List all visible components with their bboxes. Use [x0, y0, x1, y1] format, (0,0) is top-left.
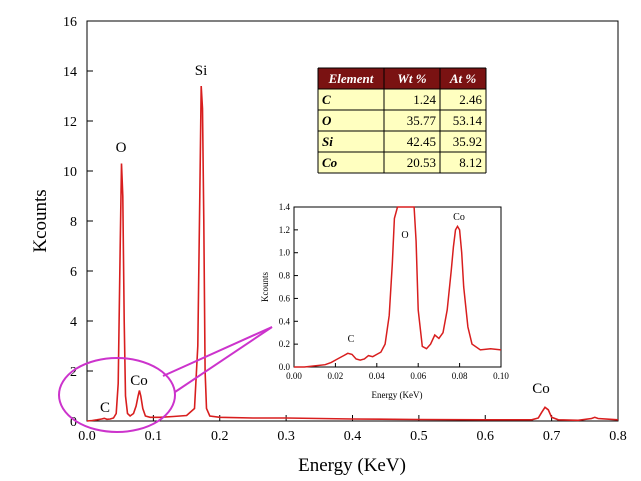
inset-y-tick-label: 0.8: [279, 271, 291, 281]
x-tick-label: 0.3: [277, 429, 295, 444]
table-cell-value: 35.77: [407, 113, 437, 128]
composition-table: Element Wt % At % C 1.24 2.46 O 35.77 53.14 Si 42.…: [317, 67, 487, 174]
inset-y-tick-label: 0.4: [279, 316, 291, 326]
inset-x-tick-label: 0.02: [328, 371, 344, 381]
zoom-connector-line: [162, 326, 273, 377]
y-tick-label: 0: [70, 415, 77, 430]
zoom-connector-line: [174, 326, 273, 393]
table-header-cell: At %: [449, 71, 477, 86]
table-header-cell: Element: [328, 71, 374, 86]
inset-spectrum-line: [294, 206, 502, 368]
table-cell-value: 8.12: [459, 155, 482, 170]
table-cell-element: Co: [322, 155, 338, 170]
peak-label-co-2: Co: [532, 381, 550, 397]
inset-peak-label-o: O: [401, 230, 408, 241]
table-header-bg: [318, 68, 486, 89]
inset-peak-label-c: C: [348, 334, 355, 345]
y-tick-label: 14: [63, 65, 77, 80]
inset-x-axis-title: Energy (KeV): [371, 390, 422, 400]
x-tick-label: 0.2: [211, 429, 229, 444]
table-cell-element: Si: [322, 134, 333, 149]
inset-y-tick-label: 1.0: [279, 248, 291, 258]
x-axis-title: Energy (KeV): [298, 455, 406, 476]
x-tick-label: 0.1: [145, 429, 163, 444]
inset-x-tick-label: 0.04: [369, 371, 385, 381]
table-cell-value: 1.24: [413, 92, 436, 107]
table-cell-value: 35.92: [453, 134, 482, 149]
y-tick-label: 16: [63, 15, 77, 30]
inset-y-tick-label: 1.4: [279, 202, 291, 212]
table-cell-value: 53.14: [453, 113, 483, 128]
x-tick-label: 0.8: [609, 429, 627, 444]
table-cell-element: C: [322, 92, 331, 107]
table-cell-value: 42.45: [407, 134, 436, 149]
inset-y-tick-label: 0.0: [279, 362, 291, 372]
inset-x-tick-label: 0.10: [493, 371, 509, 381]
inset-x-tick-label: 0.08: [452, 371, 468, 381]
y-tick-label: 6: [70, 265, 77, 280]
x-tick-label: 0.5: [410, 429, 428, 444]
x-tick-label: 0.4: [344, 429, 362, 444]
inset-y-tick-label: 1.2: [279, 225, 290, 235]
table-cell-element: O: [322, 113, 332, 128]
inset-y-tick-label: 0.2: [279, 339, 290, 349]
y-tick-label: 12: [63, 115, 77, 130]
y-tick-label: 2: [70, 365, 77, 380]
x-tick-label: 0.7: [543, 429, 561, 444]
x-tick-label: 0.6: [477, 429, 495, 444]
peak-label-c: C: [100, 400, 110, 416]
table-header-cell: Wt %: [397, 71, 426, 86]
main-spectrum-line: [86, 85, 619, 422]
inset-background: [294, 207, 501, 367]
y-tick-label: 10: [63, 165, 77, 180]
peak-label-co: Co: [130, 373, 148, 389]
y-tick-label: 8: [70, 215, 77, 230]
zoom-highlight-ellipse: [58, 357, 176, 433]
y-axis-title: Kcounts: [30, 189, 51, 252]
inset-x-tick-label: 0.06: [410, 371, 426, 381]
main-axis-ticks: 0.0 0.1 0.2 0.3 0.4 0.5 0.6 0.7 0.8 0 2 4 6 8 10 12 14 16: [63, 15, 627, 444]
inset-y-tick-label: 0.6: [279, 293, 291, 303]
inset-peak-label-co: Co: [453, 212, 465, 223]
table-cell-value: 2.46: [459, 92, 482, 107]
peak-label-si: Si: [195, 63, 208, 79]
peak-label-o: O: [116, 140, 127, 156]
x-tick-label: 0.0: [78, 429, 96, 444]
inset-y-axis-title: Kcounts: [260, 272, 270, 302]
inset-x-tick-label: 0.00: [286, 371, 302, 381]
y-tick-label: 4: [70, 315, 77, 330]
inset-axis-ticks: 0.00 0.02 0.04 0.06 0.08 0.10 0.0 0.2 0.4 0.6 0.8 1…: [279, 202, 510, 381]
table-cell-value: 20.53: [407, 155, 436, 170]
